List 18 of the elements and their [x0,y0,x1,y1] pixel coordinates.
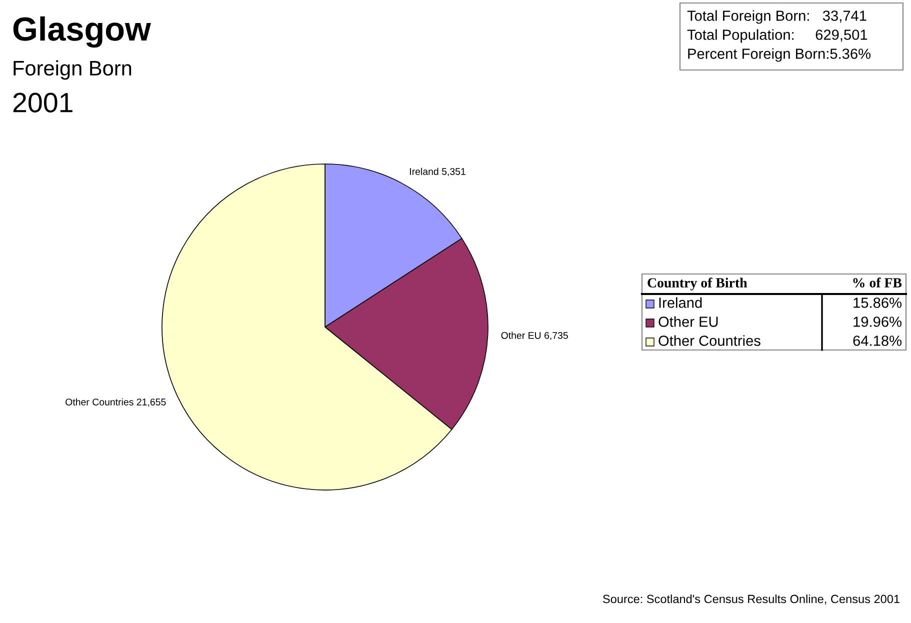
data-label: Ireland 5,351 [410,168,466,176]
text: 64.18% [853,336,902,346]
data-label: Other EU 6,735 [501,332,568,340]
text: 2001 [13,92,72,112]
text: Total Population: 629,501 [687,29,868,43]
legend-label: Ireland [659,297,702,308]
legend-title: Country of Birth [648,278,748,290]
text: 19.96% [854,316,902,327]
text: Total Foreign Born: 33,741 [687,10,866,24]
chart-title: Glasgow [13,16,151,48]
legend-label: Other EU [658,316,718,327]
text: % of FB [853,278,902,288]
legend-label: Other Countries [658,335,760,346]
text: Percent Foreign Born:5.36% [688,48,870,62]
source-note: Source: Scotland's Census Results Online, Census 2001 [603,594,900,605]
text: 15.86% [854,298,902,308]
chart-subtitle: Foreign Born [14,60,132,80]
data-label: Other Countries 21,655 [66,398,166,407]
